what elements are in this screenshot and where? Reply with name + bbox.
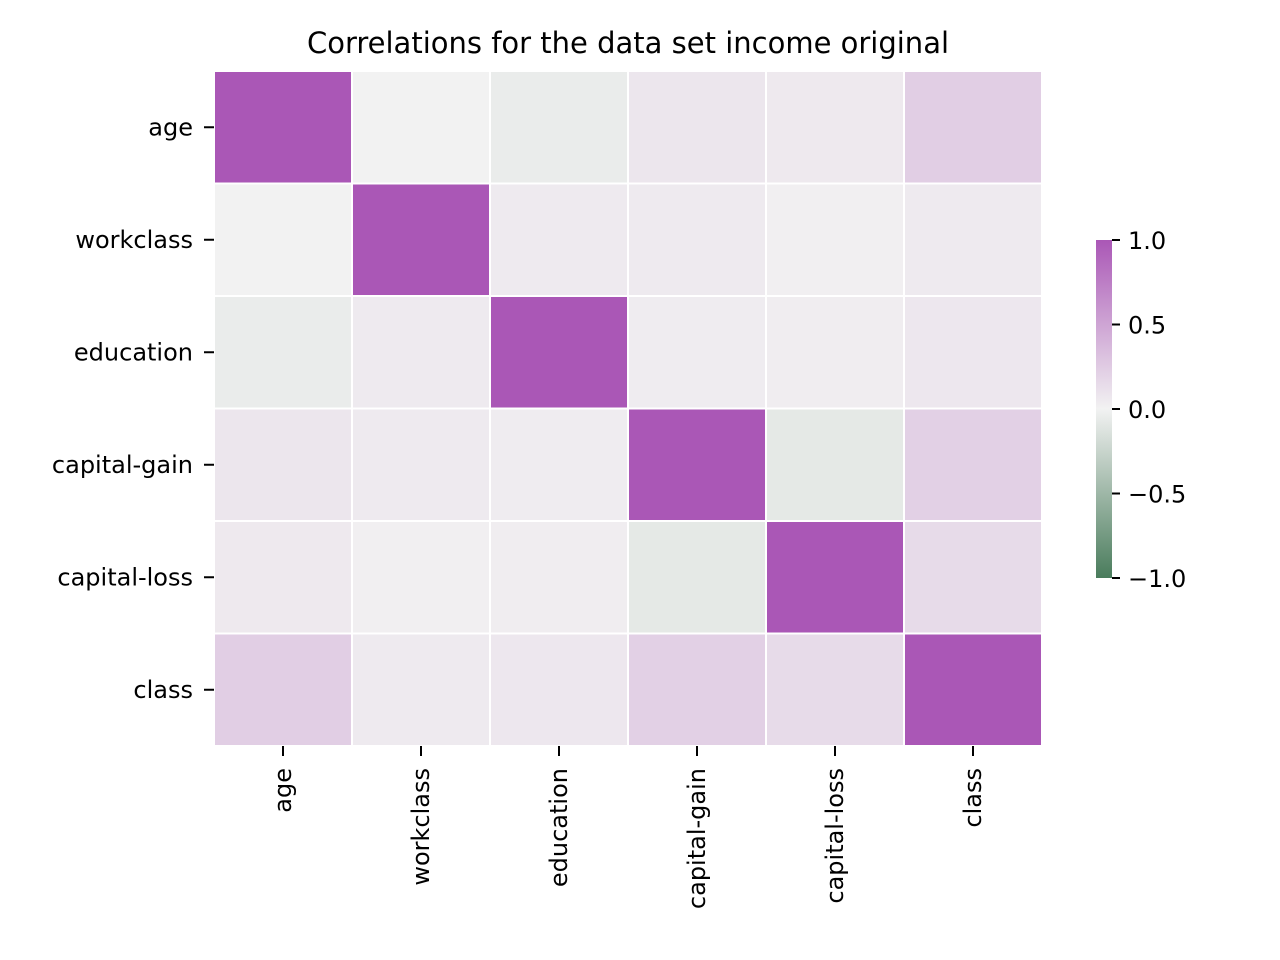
y-tick-label: capital-loss xyxy=(57,563,193,591)
colorbar-tick-label: 0.5 xyxy=(1128,312,1166,340)
y-axis-ticks: age workclass education capital-gain capital… xyxy=(52,113,214,704)
heatmap-cell-5-1 xyxy=(351,632,491,747)
y-tick-label: workclass xyxy=(75,226,193,254)
heatmap-cell-3-0 xyxy=(213,407,353,522)
heatmap-cell-5-4 xyxy=(765,632,905,747)
heatmap-cells xyxy=(213,70,1043,747)
colorbar-tick-label: 1.0 xyxy=(1128,227,1166,255)
heatmap-cell-3-4 xyxy=(765,407,905,522)
heatmap-cell-3-1 xyxy=(351,407,491,522)
x-tick-label: workclass xyxy=(407,768,435,886)
heatmap-cell-1-1 xyxy=(351,182,491,297)
heatmap-cell-5-3 xyxy=(627,632,767,747)
heatmap-cell-3-2 xyxy=(489,407,629,522)
heatmap-cell-1-5 xyxy=(903,182,1043,297)
heatmap-cell-1-3 xyxy=(627,182,767,297)
heatmap-cell-1-0 xyxy=(213,182,353,297)
heatmap-cell-2-5 xyxy=(903,295,1043,410)
heatmap-cell-4-3 xyxy=(627,520,767,635)
heatmap-cell-2-0 xyxy=(213,295,353,410)
heatmap-cell-4-0 xyxy=(213,520,353,635)
heatmap-cell-0-1 xyxy=(351,70,491,185)
heatmap-cell-5-0 xyxy=(213,632,353,747)
heatmap-cell-5-2 xyxy=(489,632,629,747)
heatmap-cell-2-2 xyxy=(489,295,629,410)
x-tick-label: age xyxy=(269,768,297,813)
y-tick-label: class xyxy=(133,676,193,704)
heatmap-cell-1-4 xyxy=(765,182,905,297)
x-tick-label: capital-gain xyxy=(683,768,711,909)
x-tick-label: class xyxy=(959,768,987,828)
colorbar-gradient xyxy=(1096,240,1112,578)
y-tick-label: age xyxy=(148,113,193,141)
colorbar-tick-label: −1.0 xyxy=(1128,565,1186,593)
colorbar-tick-label: −0.5 xyxy=(1128,481,1186,509)
heatmap-cell-5-5 xyxy=(903,632,1043,747)
heatmap-cell-0-4 xyxy=(765,70,905,185)
x-tick-label: capital-loss xyxy=(821,768,849,904)
y-tick-label: education xyxy=(74,338,193,366)
heatmap-cell-0-5 xyxy=(903,70,1043,185)
heatmap-cell-3-5 xyxy=(903,407,1043,522)
chart-title: Correlations for the data set income ori… xyxy=(307,26,949,60)
heatmap-cell-0-0 xyxy=(213,70,353,185)
heatmap-cell-0-3 xyxy=(627,70,767,185)
heatmap-cell-3-3 xyxy=(627,407,767,522)
x-axis-ticks: age workclass education capital-gain capital… xyxy=(269,746,987,909)
colorbar-tick-label: 0.0 xyxy=(1128,396,1166,424)
heatmap-cell-4-2 xyxy=(489,520,629,635)
y-tick-label: capital-gain xyxy=(52,451,193,479)
heatmap-cell-2-1 xyxy=(351,295,491,410)
x-tick-label: education xyxy=(545,768,573,887)
heatmap-cell-2-4 xyxy=(765,295,905,410)
colorbar: 1.0 0.5 0.0 −0.5 −1.0 xyxy=(1096,227,1186,593)
heatmap-cell-4-5 xyxy=(903,520,1043,635)
heatmap-cell-2-3 xyxy=(627,295,767,410)
heatmap-cell-1-2 xyxy=(489,182,629,297)
heatmap-cell-4-1 xyxy=(351,520,491,635)
heatmap-cell-4-4 xyxy=(765,520,905,635)
heatmap-cell-0-2 xyxy=(489,70,629,185)
